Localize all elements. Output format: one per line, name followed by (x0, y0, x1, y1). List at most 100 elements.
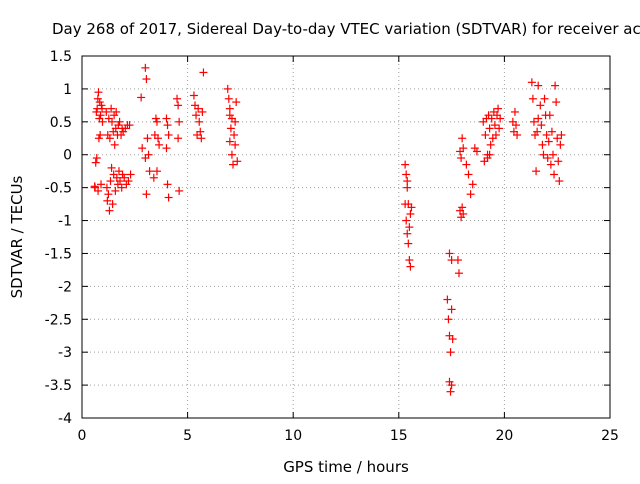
data-point (164, 193, 173, 202)
data-point (233, 157, 242, 166)
data-point (152, 167, 161, 176)
data-point (548, 150, 557, 159)
data-point (137, 93, 146, 102)
data-point (226, 124, 235, 133)
data-point (162, 114, 171, 123)
data-point (552, 98, 561, 107)
data-point (107, 163, 116, 172)
data-point (110, 140, 119, 149)
data-point (406, 209, 415, 218)
data-point (553, 134, 562, 143)
y-tick-label: -1 (58, 214, 72, 230)
data-point (458, 203, 467, 212)
data-point (124, 177, 133, 186)
data-point (112, 107, 121, 116)
data-point (231, 140, 240, 149)
data-point (534, 81, 543, 90)
data-point (401, 200, 410, 209)
data-point (117, 183, 126, 192)
data-point (403, 229, 412, 238)
data-point (466, 190, 475, 199)
data-point (486, 140, 495, 149)
data-point (468, 180, 477, 189)
data-point (447, 305, 456, 314)
plot-frame (81, 55, 611, 419)
data-point (464, 170, 473, 179)
data-point (554, 157, 563, 166)
data-point (459, 209, 468, 218)
data-point (94, 88, 103, 97)
data-point (550, 170, 559, 179)
data-point (444, 315, 453, 324)
data-point (225, 104, 234, 113)
axes: 0 5 10 15 20 25 -4 -3.5 -3 -2.5 -2 -1.5 -1 -0.5 0 0.5 1 1… (45, 49, 619, 444)
data-point (224, 94, 233, 103)
data-point (163, 121, 172, 130)
data-point (490, 121, 499, 130)
data-point (557, 130, 566, 139)
data-point (95, 98, 104, 107)
data-point (126, 170, 135, 179)
data-point (199, 68, 208, 77)
data-point (407, 203, 416, 212)
data-point (195, 117, 204, 126)
y-tick-label: -2 (58, 279, 72, 295)
data-point (105, 206, 114, 215)
data-point (454, 269, 463, 278)
grid-lines (82, 56, 610, 418)
data-point (92, 154, 101, 163)
data-point (194, 104, 203, 113)
data-point (189, 91, 198, 100)
data-point (556, 140, 565, 149)
y-tick-label: 1.5 (50, 49, 72, 65)
data-point (513, 130, 522, 139)
data-point (533, 127, 542, 136)
data-point (555, 177, 564, 186)
data-point (142, 190, 151, 199)
data-point (116, 177, 125, 186)
data-point (103, 196, 112, 205)
data-point (141, 63, 150, 72)
data-point (481, 130, 490, 139)
data-point (230, 130, 239, 139)
y-tick-label: -2.5 (45, 312, 72, 328)
data-point (141, 154, 150, 163)
data-point (142, 75, 151, 84)
data-point (532, 167, 541, 176)
data-point (114, 167, 123, 176)
x-axis-label: GPS time / hours (283, 458, 409, 476)
data-point (485, 124, 494, 133)
data-point (231, 117, 240, 126)
data-point (405, 223, 414, 232)
data-point (106, 177, 115, 186)
y-tick-label: 0.5 (50, 115, 72, 131)
data-point (96, 130, 105, 139)
data-point (107, 104, 116, 113)
data-point (94, 186, 103, 195)
data-point (529, 117, 538, 126)
data-point (91, 158, 100, 167)
data-point (196, 127, 205, 136)
data-point (93, 94, 102, 103)
data-point (491, 130, 500, 139)
data-point (164, 130, 173, 139)
data-point (115, 117, 124, 126)
data-point (458, 134, 467, 143)
data-point (404, 239, 413, 248)
data-point (173, 94, 182, 103)
data-point (107, 117, 116, 126)
data-point (97, 101, 106, 110)
data-point (487, 114, 496, 123)
data-point (225, 137, 234, 146)
data-point (108, 200, 117, 209)
data-point (175, 117, 184, 126)
y-tick-label: -3.5 (45, 378, 72, 394)
data-point (510, 107, 519, 116)
data-point (145, 167, 154, 176)
data-point (485, 150, 494, 159)
data-point (96, 111, 105, 120)
data-point (448, 335, 457, 344)
data-point (472, 147, 481, 156)
data-point (536, 101, 545, 110)
